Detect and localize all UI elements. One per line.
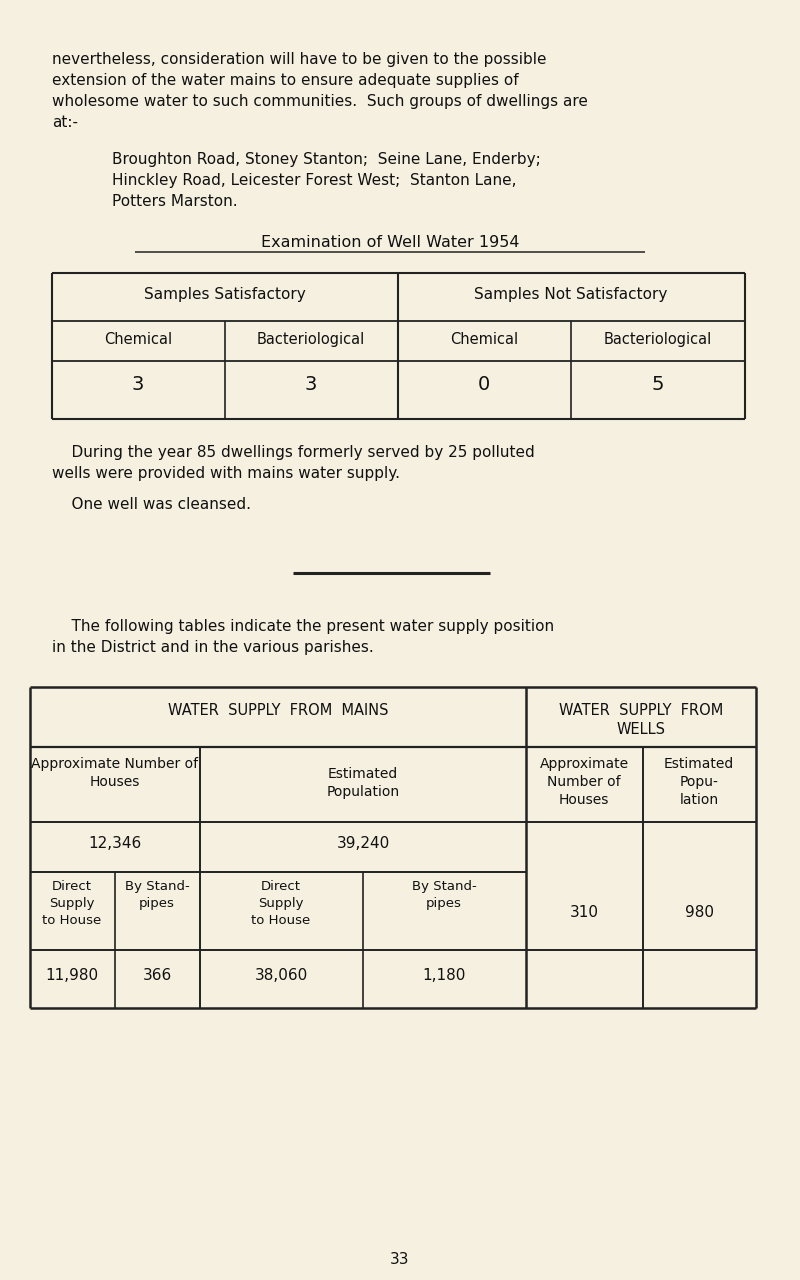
Text: Estimated: Estimated bbox=[664, 756, 734, 771]
Text: in the District and in the various parishes.: in the District and in the various paris… bbox=[52, 640, 374, 655]
Text: Chemical: Chemical bbox=[104, 332, 172, 347]
Text: Approximate Number of: Approximate Number of bbox=[31, 756, 198, 771]
Text: Supply: Supply bbox=[258, 897, 304, 910]
Text: Hinckley Road, Leicester Forest West;  Stanton Lane,: Hinckley Road, Leicester Forest West; St… bbox=[112, 173, 517, 188]
Text: wholesome water to such communities.  Such groups of dwellings are: wholesome water to such communities. Suc… bbox=[52, 93, 588, 109]
Text: lation: lation bbox=[679, 794, 718, 806]
Text: nevertheless, consideration will have to be given to the possible: nevertheless, consideration will have to… bbox=[52, 52, 546, 67]
Text: Houses: Houses bbox=[559, 794, 609, 806]
Text: Direct: Direct bbox=[261, 881, 301, 893]
Text: Estimated: Estimated bbox=[328, 767, 398, 781]
Text: Potters Marston.: Potters Marston. bbox=[112, 195, 238, 209]
Text: wells were provided with mains water supply.: wells were provided with mains water sup… bbox=[52, 466, 400, 481]
Text: pipes: pipes bbox=[426, 897, 462, 910]
Text: 39,240: 39,240 bbox=[336, 836, 390, 851]
Text: Popu-: Popu- bbox=[679, 774, 718, 788]
Text: 5: 5 bbox=[652, 375, 664, 394]
Text: to House: to House bbox=[251, 914, 310, 927]
Text: 3: 3 bbox=[305, 375, 317, 394]
Text: 0: 0 bbox=[478, 375, 490, 394]
Text: 1,180: 1,180 bbox=[422, 968, 466, 983]
Text: 12,346: 12,346 bbox=[88, 836, 142, 851]
Text: 366: 366 bbox=[142, 968, 172, 983]
Text: WELLS: WELLS bbox=[617, 722, 666, 737]
Text: to House: to House bbox=[42, 914, 102, 927]
Text: Houses: Houses bbox=[90, 774, 140, 788]
Text: Number of: Number of bbox=[547, 774, 621, 788]
Text: extension of the water mains to ensure adequate supplies of: extension of the water mains to ensure a… bbox=[52, 73, 518, 88]
Text: 310: 310 bbox=[570, 905, 598, 920]
Text: Direct: Direct bbox=[52, 881, 92, 893]
Text: Bacteriological: Bacteriological bbox=[257, 332, 365, 347]
Text: pipes: pipes bbox=[139, 897, 175, 910]
Text: 980: 980 bbox=[685, 905, 714, 920]
Text: 38,060: 38,060 bbox=[254, 968, 308, 983]
Text: WATER  SUPPLY  FROM  MAINS: WATER SUPPLY FROM MAINS bbox=[168, 703, 388, 718]
Text: Bacteriological: Bacteriological bbox=[604, 332, 712, 347]
Text: Supply: Supply bbox=[50, 897, 94, 910]
Text: Broughton Road, Stoney Stanton;  Seine Lane, Enderby;: Broughton Road, Stoney Stanton; Seine La… bbox=[112, 152, 541, 166]
Text: WATER  SUPPLY  FROM: WATER SUPPLY FROM bbox=[559, 703, 723, 718]
Text: One well was cleansed.: One well was cleansed. bbox=[52, 497, 251, 512]
Text: By Stand-: By Stand- bbox=[125, 881, 190, 893]
Text: 11,980: 11,980 bbox=[46, 968, 98, 983]
Text: Examination of Well Water 1954: Examination of Well Water 1954 bbox=[261, 236, 519, 250]
Text: 3: 3 bbox=[132, 375, 144, 394]
Text: Samples Satisfactory: Samples Satisfactory bbox=[144, 287, 306, 302]
Text: 33: 33 bbox=[390, 1252, 410, 1267]
Text: at:-: at:- bbox=[52, 115, 78, 131]
Text: Chemical: Chemical bbox=[450, 332, 518, 347]
Text: During the year 85 dwellings formerly served by 25 polluted: During the year 85 dwellings formerly se… bbox=[52, 445, 534, 460]
Text: The following tables indicate the present water supply position: The following tables indicate the presen… bbox=[52, 620, 554, 634]
Text: Population: Population bbox=[326, 785, 399, 799]
Text: Samples Not Satisfactory: Samples Not Satisfactory bbox=[474, 287, 668, 302]
Text: Approximate: Approximate bbox=[539, 756, 629, 771]
Text: By Stand-: By Stand- bbox=[412, 881, 476, 893]
